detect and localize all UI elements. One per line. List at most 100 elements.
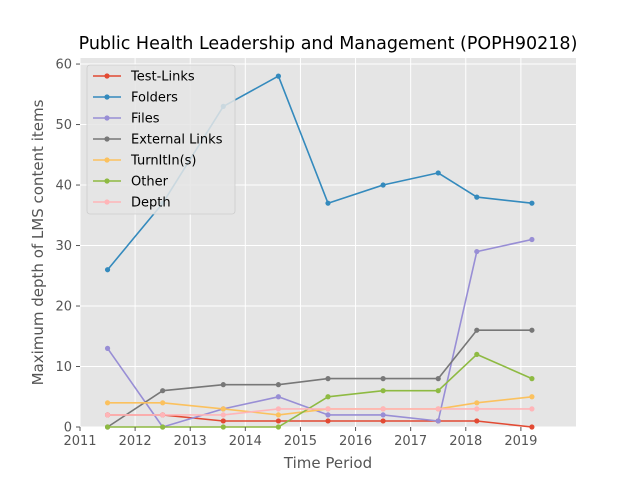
data-point bbox=[275, 394, 281, 400]
series-other bbox=[104, 351, 535, 430]
data-point bbox=[220, 418, 226, 424]
x-axis: 2011 2012 2013 2014 2015 2016 2017 2018 2019 bbox=[63, 427, 537, 449]
data-point bbox=[325, 200, 331, 206]
data-point bbox=[104, 424, 111, 430]
data-point bbox=[380, 418, 386, 424]
data-point bbox=[435, 388, 441, 394]
data-point bbox=[325, 412, 331, 418]
data-point bbox=[275, 382, 281, 388]
x-tick-label: 2012 bbox=[119, 434, 152, 449]
data-point bbox=[325, 394, 331, 400]
y-tick-label: 40 bbox=[55, 179, 72, 194]
data-point bbox=[160, 424, 166, 430]
series-files bbox=[104, 236, 535, 430]
data-point bbox=[380, 412, 386, 418]
legend-marker bbox=[104, 115, 110, 121]
legend-item: Folders bbox=[93, 91, 178, 106]
x-tick-label: 2015 bbox=[284, 434, 317, 449]
legend-marker bbox=[104, 157, 110, 163]
x-tick-label: 2019 bbox=[504, 434, 537, 449]
data-point bbox=[435, 376, 441, 382]
data-point bbox=[529, 327, 535, 333]
x-axis-label: Time Period bbox=[283, 454, 372, 472]
data-point bbox=[474, 351, 480, 358]
data-point bbox=[435, 406, 441, 412]
data-point bbox=[380, 182, 386, 188]
data-point bbox=[104, 345, 111, 351]
data-point bbox=[529, 236, 535, 243]
data-point bbox=[275, 406, 281, 412]
data-point bbox=[104, 267, 111, 273]
x-tick-label: 2014 bbox=[229, 434, 262, 449]
legend-label: External Links bbox=[131, 133, 223, 148]
data-point bbox=[160, 412, 166, 418]
legend-item: External Links bbox=[93, 133, 223, 148]
x-tick-label: 2017 bbox=[394, 434, 427, 449]
data-point bbox=[325, 406, 331, 412]
legend-label: Depth bbox=[131, 196, 171, 211]
data-point bbox=[275, 412, 281, 418]
data-point bbox=[275, 424, 281, 430]
legend-marker bbox=[104, 73, 110, 79]
data-point bbox=[474, 406, 480, 412]
legend-marker bbox=[104, 178, 110, 184]
y-tick-label: 30 bbox=[55, 239, 72, 254]
data-point bbox=[220, 406, 226, 412]
legend-label: Folders bbox=[131, 91, 178, 106]
y-axis: 0 10 20 30 40 50 60 bbox=[55, 58, 80, 436]
legend-item: Other bbox=[93, 175, 169, 190]
legend-item: Files bbox=[93, 112, 160, 127]
data-point bbox=[275, 418, 281, 424]
x-tick-label: 2018 bbox=[449, 434, 482, 449]
y-tick-label: 50 bbox=[55, 118, 72, 133]
data-point bbox=[220, 424, 226, 430]
legend-item: Depth bbox=[93, 196, 171, 211]
legend-label: Files bbox=[131, 112, 160, 127]
y-tick-label: 20 bbox=[55, 300, 72, 315]
data-point bbox=[104, 400, 111, 406]
legend-label: TurnItIn(s) bbox=[130, 154, 196, 169]
data-point bbox=[380, 376, 386, 382]
data-point bbox=[529, 406, 535, 412]
data-point bbox=[380, 406, 386, 412]
data-point bbox=[380, 388, 386, 394]
legend-label: Test-Links bbox=[130, 70, 195, 85]
data-point bbox=[220, 412, 226, 418]
data-point bbox=[325, 418, 331, 424]
data-point bbox=[325, 376, 331, 382]
series-depth bbox=[104, 406, 535, 418]
y-axis-label: Maximum depth of LMS content items bbox=[29, 99, 47, 385]
legend-item: Test-Links bbox=[93, 70, 195, 85]
legend-label: Other bbox=[131, 175, 169, 190]
data-point bbox=[529, 424, 535, 430]
data-point bbox=[529, 200, 535, 206]
data-point bbox=[275, 73, 281, 79]
series-lines bbox=[104, 73, 535, 430]
x-tick-label: 2016 bbox=[339, 434, 372, 449]
data-point bbox=[435, 170, 441, 176]
legend-marker bbox=[104, 199, 110, 205]
data-point bbox=[529, 376, 535, 382]
data-point bbox=[474, 194, 480, 200]
y-tick-label: 10 bbox=[55, 360, 72, 375]
x-tick-label: 2013 bbox=[174, 434, 207, 449]
x-tick-label: 2011 bbox=[63, 434, 96, 449]
data-point bbox=[474, 327, 480, 333]
y-tick-label: 0 bbox=[64, 421, 72, 436]
y-tick-label: 60 bbox=[55, 58, 72, 73]
data-point bbox=[160, 400, 166, 406]
data-point bbox=[474, 400, 480, 406]
chart-title: Public Health Leadership and Management … bbox=[79, 34, 578, 54]
data-point bbox=[529, 394, 535, 400]
data-point bbox=[104, 412, 111, 418]
data-point bbox=[435, 418, 441, 424]
data-point bbox=[220, 382, 226, 388]
data-point bbox=[474, 248, 480, 255]
data-point bbox=[474, 418, 480, 424]
legend-box bbox=[86, 64, 236, 215]
legend-marker bbox=[104, 94, 110, 100]
legend-marker bbox=[104, 136, 110, 142]
data-point bbox=[160, 388, 166, 394]
